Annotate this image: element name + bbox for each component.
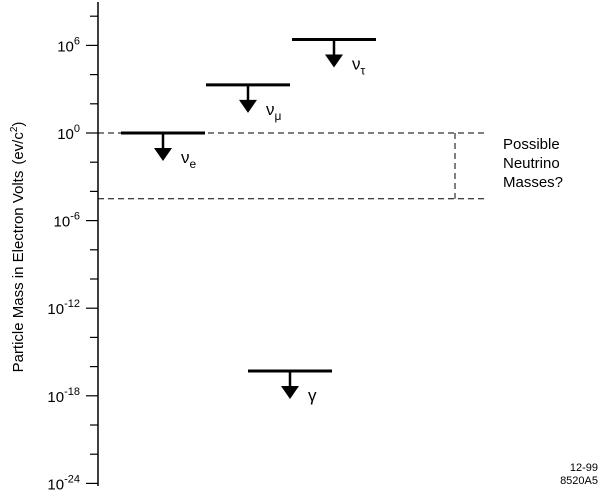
y-tick-label: 100	[57, 123, 80, 143]
limit-label: νμ	[266, 100, 282, 123]
y-tick-label: 10-18	[47, 386, 80, 406]
y-axis-label-units-sup: 2	[9, 126, 20, 132]
region-label-line: Masses?	[503, 174, 563, 191]
arrow-down-icon	[325, 54, 343, 68]
y-axis-label-units-close: )	[10, 122, 27, 127]
y-tick-label: 10-24	[47, 473, 80, 493]
y-axis-label-main: Particle Mass in Electron Volts	[10, 171, 27, 373]
upper-limit-τ: ντ	[292, 38, 376, 78]
footer-date: 12-99	[570, 462, 598, 474]
y-tick-label: 10-12	[47, 298, 80, 318]
arrow-down-icon	[281, 385, 299, 399]
arrow-down-icon	[154, 148, 172, 161]
footer-code: 8520A5	[560, 475, 598, 487]
region-label-line: Neutrino	[503, 155, 560, 172]
y-axis-label-units: (ev/c	[10, 132, 27, 165]
limit-label: νe	[181, 148, 197, 171]
upper-limit-photon: γ	[248, 369, 332, 405]
limit-label: ντ	[352, 55, 366, 78]
upper-limit-markers: νe νμ ντ γ	[121, 38, 376, 405]
y-tick-label: 10-6	[54, 211, 80, 231]
arrow-down-icon	[239, 99, 257, 113]
possible-neutrino-masses-region: Possible Neutrino Masses?	[98, 132, 563, 200]
upper-limit-μ: νμ	[206, 83, 290, 123]
y-ticks	[86, 15, 98, 484]
limit-label: γ	[308, 386, 317, 405]
region-label-line: Possible	[503, 136, 560, 153]
y-axis-label: Particle Mass in Electron Volts (ev/c2)	[9, 122, 27, 373]
y-tick-labels: 106 100 10-6 10-12 10-18 10-24	[47, 35, 80, 493]
y-tick-label: 106	[57, 35, 80, 55]
upper-limit-e: νe	[121, 131, 205, 171]
